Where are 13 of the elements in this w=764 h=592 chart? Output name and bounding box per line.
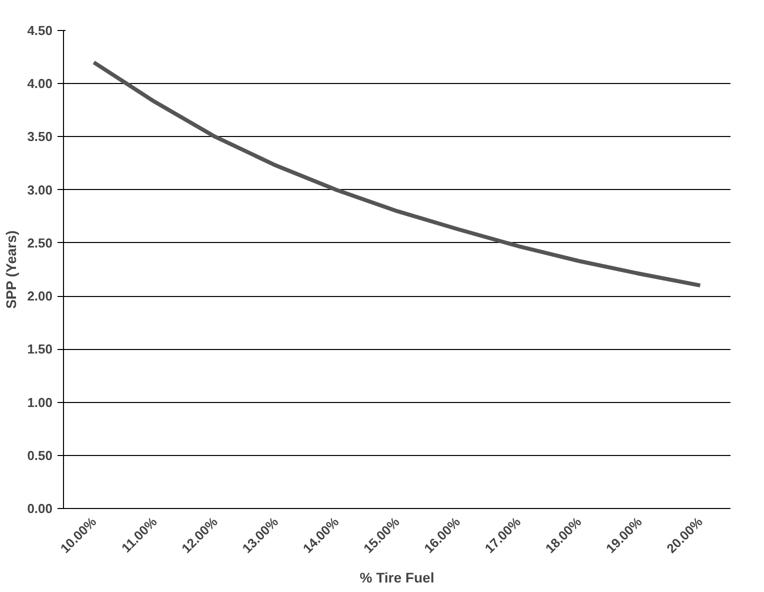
- y-tick-label: 3.00: [27, 182, 53, 198]
- y-tick-label: 2.00: [27, 288, 53, 304]
- y-tick-label: 1.00: [27, 394, 53, 410]
- y-tick-label: 3.50: [27, 129, 53, 144]
- x-axis-title: % Tire Fuel: [360, 569, 434, 586]
- y-tick-label: 4.00: [27, 76, 53, 92]
- y-tick-label: 1.50: [27, 342, 53, 357]
- y-tick-label: 2.50: [27, 235, 53, 250]
- y-tick-label: 0.00: [27, 501, 53, 516]
- line-series: [92, 60, 702, 288]
- y-tick-label: 4.50: [27, 23, 53, 38]
- y-tick-label: 0.50: [27, 448, 53, 463]
- y-axis-title: SPP (Years): [3, 230, 20, 309]
